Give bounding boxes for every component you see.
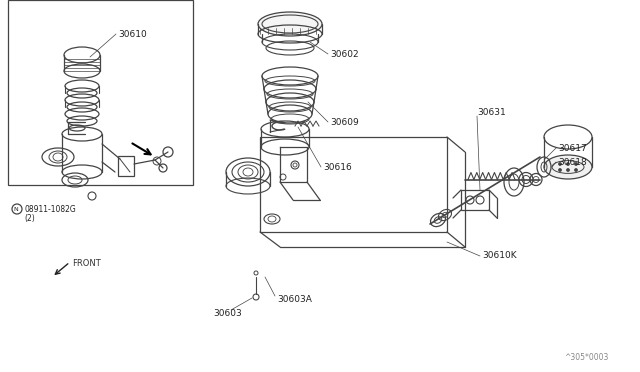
Text: 30610K: 30610K [482, 251, 516, 260]
Text: 30618: 30618 [558, 157, 587, 167]
Text: 30602: 30602 [330, 49, 358, 58]
Bar [260, 137, 447, 232]
Text: 08911-1082G: 08911-1082G [24, 205, 76, 214]
Text: 30603: 30603 [213, 310, 242, 318]
Circle shape [559, 169, 561, 171]
Text: FRONT: FRONT [72, 260, 100, 269]
Bar [118, 156, 134, 176]
Text: (2): (2) [24, 214, 35, 222]
Circle shape [575, 169, 577, 171]
Text: 30609: 30609 [330, 118, 359, 126]
Ellipse shape [544, 155, 592, 179]
Bar [461, 190, 489, 210]
Text: 30617: 30617 [558, 144, 587, 153]
Circle shape [559, 163, 561, 166]
Bar [8, 0, 193, 185]
Circle shape [566, 163, 570, 166]
Ellipse shape [258, 12, 322, 36]
Text: ^305*0003: ^305*0003 [564, 353, 609, 362]
Circle shape [575, 163, 577, 166]
Circle shape [566, 169, 570, 171]
Text: 30616: 30616 [323, 163, 352, 171]
Text: N: N [13, 206, 19, 212]
Text: 30610: 30610 [118, 29, 147, 38]
Text: 30603A: 30603A [277, 295, 312, 304]
Text: 30631: 30631 [477, 108, 506, 116]
